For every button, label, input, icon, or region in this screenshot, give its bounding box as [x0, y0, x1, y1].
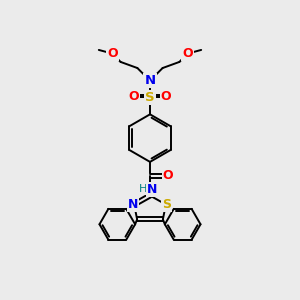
Text: N: N [144, 74, 156, 87]
Text: O: O [163, 169, 173, 182]
Text: O: O [160, 90, 171, 103]
Text: N: N [128, 198, 138, 211]
Text: O: O [129, 90, 140, 103]
Text: O: O [182, 47, 193, 60]
Text: H: H [139, 184, 147, 194]
Text: O: O [107, 47, 118, 60]
Text: N: N [147, 183, 157, 196]
Text: S: S [145, 91, 155, 104]
Text: S: S [162, 198, 171, 211]
